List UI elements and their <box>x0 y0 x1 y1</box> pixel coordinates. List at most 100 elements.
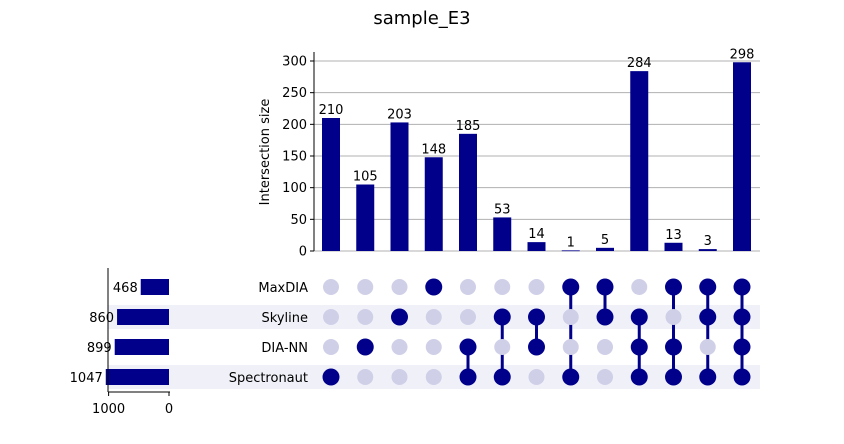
intersection-bar <box>424 157 443 251</box>
set-size-label: 468 <box>113 281 138 296</box>
member-dot <box>562 278 580 296</box>
member-dot <box>356 338 374 356</box>
set-axis-tick-label: 1000 <box>92 402 125 417</box>
intersection-bar-labels: 210 105 203 148 185 53 14 1 5 284 13 3 298 <box>319 47 755 250</box>
member-dot <box>630 308 648 326</box>
nonmember-dot <box>357 309 374 325</box>
bar-value-label: 203 <box>387 107 412 122</box>
set-size-bar <box>105 369 169 385</box>
y-gridlines <box>314 60 760 252</box>
bar-value-label: 284 <box>627 56 652 71</box>
y-tick-label: 100 <box>282 181 307 196</box>
member-dot <box>699 278 717 296</box>
member-dot <box>699 308 717 326</box>
nonmember-dot <box>562 309 579 325</box>
set-name-label: DIA-NN <box>261 341 308 356</box>
member-dot <box>391 308 408 326</box>
member-dot <box>528 338 545 356</box>
intersection-bar <box>733 62 751 252</box>
bar-value-label: 1 <box>567 235 575 250</box>
y-tick-label: 300 <box>282 55 307 70</box>
intersection-bar <box>459 133 477 251</box>
intersection-bar <box>561 250 580 252</box>
nonmember-dot <box>494 339 511 355</box>
nonmember-dot <box>699 339 716 355</box>
bar-value-label: 298 <box>730 47 755 62</box>
set-size-bar <box>140 279 169 295</box>
bar-value-label: 148 <box>421 142 446 157</box>
nonmember-dot <box>562 339 579 355</box>
member-dot <box>733 278 751 296</box>
nonmember-dot <box>357 279 374 295</box>
intersection-bar <box>527 242 546 251</box>
member-dot <box>425 278 443 296</box>
y-tick-label: 150 <box>282 150 307 165</box>
y-tick-label: 250 <box>282 86 307 101</box>
nonmember-dot <box>597 369 613 385</box>
member-dot <box>733 368 751 386</box>
y-axis: 0 50 100 150 200 250 300 <box>282 52 315 260</box>
nonmember-dot <box>391 369 408 385</box>
intersection-bar <box>630 71 649 251</box>
nonmember-dot <box>597 339 613 355</box>
intersection-bars <box>322 62 751 252</box>
nonmember-dot <box>631 279 648 295</box>
bar-value-label: 14 <box>528 227 545 242</box>
nonmember-dot <box>323 279 339 295</box>
set-names: MaxDIA Skyline DIA-NN Spectronaut <box>229 281 308 386</box>
intersection-bar <box>698 249 717 251</box>
member-dot <box>493 368 511 386</box>
nonmember-dot <box>460 309 476 325</box>
member-dot <box>596 308 614 326</box>
nonmember-dot <box>323 339 339 355</box>
set-size-bar <box>114 339 169 355</box>
member-dot <box>665 338 682 356</box>
member-dot <box>699 368 717 386</box>
intersection-bar <box>493 217 512 251</box>
intersection-bar <box>664 242 683 251</box>
y-axis-label: Intersection size <box>258 99 273 206</box>
set-name-label: MaxDIA <box>258 281 308 296</box>
set-size-bars: 468 860 899 1047 <box>70 279 169 386</box>
bar-value-label: 210 <box>319 103 344 118</box>
intersection-bar <box>356 184 375 251</box>
set-size-label: 1047 <box>70 371 103 386</box>
y-tick-label: 200 <box>282 118 307 133</box>
membership-matrix <box>322 278 751 386</box>
nonmember-dot <box>494 279 511 295</box>
member-dot <box>733 308 751 326</box>
set-name-label: Skyline <box>262 311 308 326</box>
bar-value-label: 13 <box>665 228 682 243</box>
set-name-label: Spectronaut <box>229 371 308 386</box>
member-dot <box>596 278 614 296</box>
set-size-axis: 1000 0 <box>92 268 173 417</box>
y-tick-label: 50 <box>290 213 307 228</box>
member-dot <box>630 368 648 386</box>
intersection-bar <box>596 247 614 251</box>
bar-value-label: 53 <box>494 202 511 217</box>
nonmember-dot <box>665 309 682 325</box>
intersection-bar <box>390 122 409 251</box>
set-size-label: 860 <box>89 311 114 326</box>
member-dot <box>665 278 682 296</box>
bar-value-label: 3 <box>704 234 712 249</box>
nonmember-dot <box>391 279 408 295</box>
nonmember-dot <box>425 369 442 385</box>
nonmember-dot <box>425 339 442 355</box>
set-axis-tick-label: 0 <box>165 402 173 417</box>
bar-value-label: 185 <box>456 119 481 134</box>
member-dot <box>459 368 477 386</box>
member-dot <box>665 368 682 386</box>
member-dot <box>459 338 477 356</box>
member-dot <box>733 338 751 356</box>
member-dot <box>493 308 511 326</box>
member-dot <box>528 308 545 326</box>
nonmember-dot <box>323 309 339 325</box>
nonmember-dot <box>425 309 442 325</box>
nonmember-dot <box>391 339 408 355</box>
y-tick-label: 0 <box>299 245 307 260</box>
set-size-label: 899 <box>87 341 112 356</box>
nonmember-dot <box>528 369 545 385</box>
nonmember-dot <box>528 279 545 295</box>
nonmember-dot <box>357 369 374 385</box>
